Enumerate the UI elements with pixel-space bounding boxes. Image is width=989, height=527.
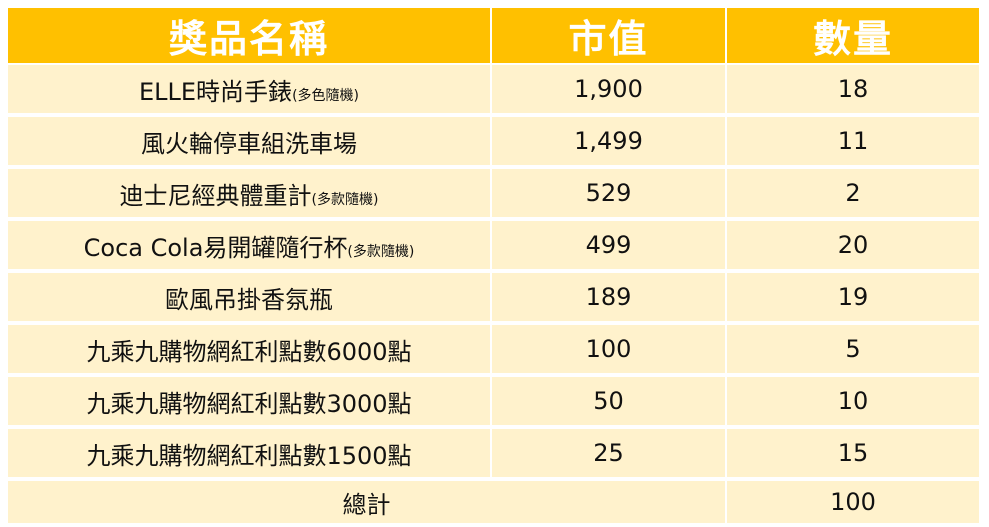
- prize-note: (多款隨機): [311, 191, 379, 208]
- prize-name: Coca Cola易開罐隨行杯: [83, 233, 348, 262]
- prize-name: 歐風吊掛香氛瓶: [165, 285, 333, 314]
- prize-note: (多色隨機): [292, 87, 359, 104]
- market-value-cell: 529: [490, 166, 727, 221]
- quantity-cell: 10: [725, 374, 981, 429]
- quantity-cell: 20: [725, 218, 981, 273]
- prize-name: 九乘九購物網紅利點數3000點: [86, 389, 412, 418]
- header-prize-name: 獎品名稱: [6, 6, 492, 65]
- market-value-cell: 1,499: [490, 114, 727, 169]
- table-row: 風火輪停車組洗車場 1,499 11: [6, 114, 981, 169]
- prize-name-cell: 風火輪停車組洗車場: [6, 114, 492, 169]
- market-value-cell: 189: [490, 270, 727, 325]
- prize-name: 九乘九購物網紅利點數6000點: [86, 337, 412, 366]
- header-row: 獎品名稱 市值 數量: [6, 6, 981, 65]
- prize-table-container: 獎品名稱 市值 數量 ELLE時尚手錶(多色隨機) 1,900 18 風火輪停車…: [6, 6, 981, 527]
- quantity-cell: 18: [725, 63, 981, 117]
- prize-name-cell: 九乘九購物網紅利點數6000點: [6, 322, 492, 377]
- prize-name-cell: 歐風吊掛香氛瓶: [6, 270, 492, 325]
- table-row: 九乘九購物網紅利點數6000點 100 5: [6, 322, 981, 377]
- quantity-cell: 11: [725, 114, 981, 169]
- prize-name-cell: ELLE時尚手錶(多色隨機): [6, 63, 492, 117]
- table-row: ELLE時尚手錶(多色隨機) 1,900 18: [6, 63, 981, 117]
- prize-note: (多款隨機): [347, 243, 415, 260]
- total-label: 總計: [6, 478, 727, 527]
- prize-name-cell: 九乘九購物網紅利點數3000點: [6, 374, 492, 429]
- market-value-cell: 1,900: [490, 63, 727, 117]
- quantity-cell: 5: [725, 322, 981, 377]
- table-row: Coca Cola易開罐隨行杯(多款隨機) 499 20: [6, 218, 981, 273]
- prize-name-cell: 九乘九購物網紅利點數1500點: [6, 426, 492, 481]
- quantity-cell: 15: [725, 426, 981, 481]
- table-row: 歐風吊掛香氛瓶 189 19: [6, 270, 981, 325]
- total-value: 100: [725, 478, 981, 527]
- table-row: 九乘九購物網紅利點數1500點 25 15: [6, 426, 981, 481]
- header-market-value: 市值: [490, 6, 727, 65]
- prize-name: 九乘九購物網紅利點數1500點: [86, 441, 412, 470]
- prize-table: 獎品名稱 市值 數量 ELLE時尚手錶(多色隨機) 1,900 18 風火輪停車…: [6, 6, 981, 527]
- table-row: 九乘九購物網紅利點數3000點 50 10: [6, 374, 981, 429]
- quantity-cell: 19: [725, 270, 981, 325]
- quantity-cell: 2: [725, 166, 981, 221]
- prize-name-cell: Coca Cola易開罐隨行杯(多款隨機): [6, 218, 492, 273]
- prize-name: ELLE時尚手錶: [138, 77, 293, 106]
- prize-name-cell: 迪士尼經典體重計(多款隨機): [6, 166, 492, 221]
- prize-name: 迪士尼經典體重計: [119, 181, 312, 210]
- prize-name: 風火輪停車組洗車場: [141, 129, 357, 158]
- total-row: 總計 100: [6, 478, 981, 527]
- market-value-cell: 499: [490, 218, 727, 273]
- market-value-cell: 100: [490, 322, 727, 377]
- table-row: 迪士尼經典體重計(多款隨機) 529 2: [6, 166, 981, 221]
- market-value-cell: 50: [490, 374, 727, 429]
- market-value-cell: 25: [490, 426, 727, 481]
- header-quantity: 數量: [725, 6, 981, 65]
